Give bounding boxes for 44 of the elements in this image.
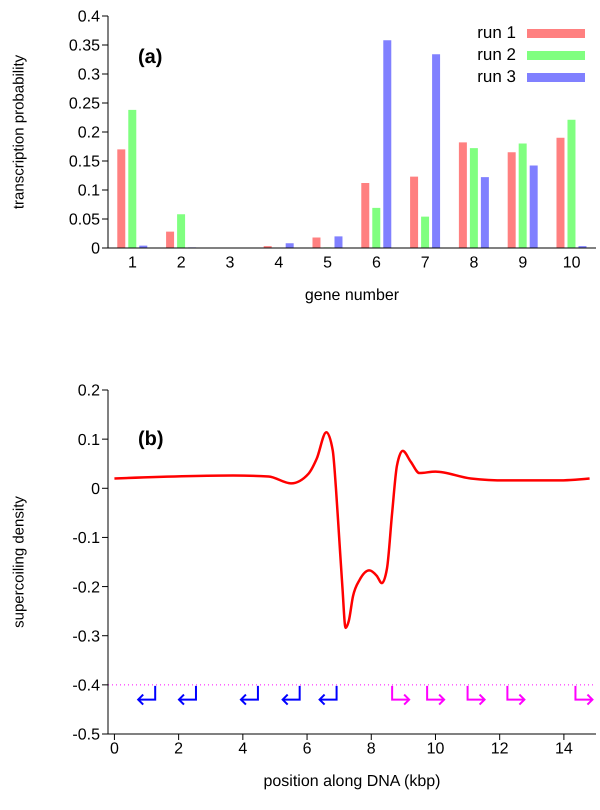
annotation: (b) bbox=[138, 428, 164, 451]
x-tick-label: 0 bbox=[110, 740, 119, 758]
y-tick-label: 0.4 bbox=[78, 8, 100, 26]
x-tick-label: 9 bbox=[518, 254, 528, 272]
y-tick-label: -0.3 bbox=[72, 628, 100, 646]
x-axis-title: gene number bbox=[304, 287, 400, 304]
x-tick-label: 3 bbox=[226, 254, 235, 272]
y-tick-label: 0.3 bbox=[78, 66, 100, 84]
y-tick-label: 0.35 bbox=[68, 38, 100, 55]
x-tick-label: 1 bbox=[128, 254, 137, 272]
y-axis-title: supercoiling density bbox=[10, 496, 28, 628]
y-tick-label: 0.2 bbox=[78, 124, 100, 142]
x-tick-label: 10 bbox=[426, 740, 444, 758]
y-tick-label: 0 bbox=[91, 240, 100, 258]
x-tick-label: 5 bbox=[323, 254, 332, 272]
x-tick-label: 6 bbox=[302, 740, 312, 758]
y-tick-label: 0.25 bbox=[68, 96, 100, 113]
y-axis-title: transcription probability bbox=[10, 54, 28, 210]
legend-label: run 3 bbox=[477, 67, 516, 87]
x-tick-label: 6 bbox=[372, 254, 381, 272]
annotation: (a) bbox=[138, 46, 162, 69]
x-tick-label: 8 bbox=[470, 254, 479, 272]
y-tick-label: 0.1 bbox=[78, 432, 100, 449]
y-tick-label: -0.2 bbox=[72, 579, 100, 596]
x-tick-label: 8 bbox=[366, 740, 376, 758]
y-tick-label: -0.4 bbox=[72, 678, 100, 695]
y-tick-label: -0.1 bbox=[72, 530, 100, 548]
y-tick-label: 0.15 bbox=[68, 154, 100, 171]
y-tick-label: 0 bbox=[91, 480, 100, 498]
x-tick-label: 4 bbox=[274, 254, 284, 272]
x-tick-label: 7 bbox=[420, 254, 430, 272]
y-tick-label: 0.2 bbox=[78, 382, 100, 400]
x-axis-title: position along DNA (kbp) bbox=[264, 773, 440, 790]
x-tick-label: 4 bbox=[238, 740, 248, 758]
x-tick-label: 10 bbox=[562, 254, 581, 272]
y-tick-label: 0.1 bbox=[78, 182, 100, 200]
x-tick-label: 14 bbox=[554, 740, 573, 758]
x-tick-label: 2 bbox=[174, 740, 184, 758]
legend-label: run 2 bbox=[477, 45, 516, 65]
y-tick-label: 0.05 bbox=[68, 212, 100, 229]
y-tick-label: -0.5 bbox=[72, 726, 100, 744]
x-tick-label: 2 bbox=[176, 254, 186, 272]
x-tick-label: 12 bbox=[490, 740, 509, 758]
legend-label: run 1 bbox=[477, 23, 516, 43]
